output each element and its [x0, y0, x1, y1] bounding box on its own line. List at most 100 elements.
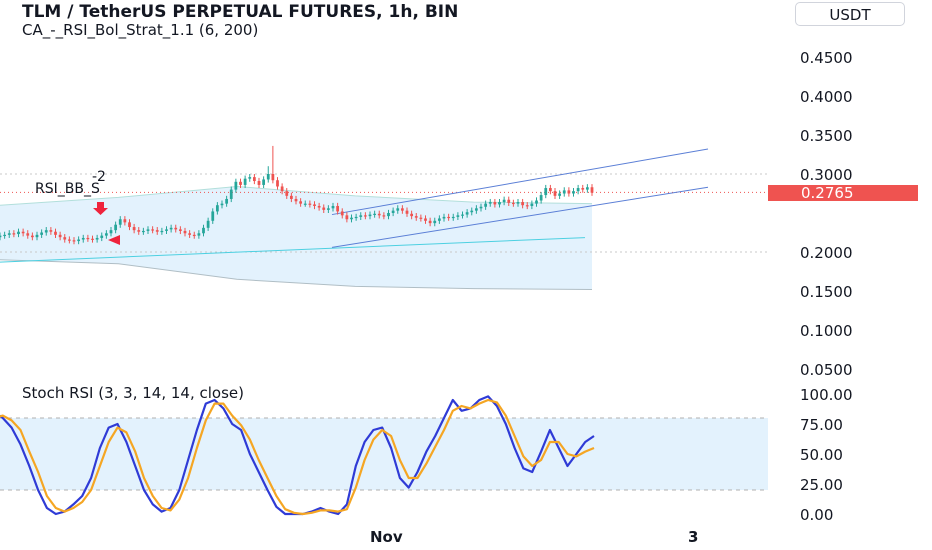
candle-body — [280, 186, 284, 192]
price-tick-0.10: 0.1000 — [800, 322, 853, 340]
candle-body — [507, 199, 511, 203]
candle-body — [17, 231, 20, 235]
candle-body — [67, 239, 71, 241]
candle-body — [572, 191, 575, 194]
candle-body — [114, 224, 118, 231]
candle-body — [331, 205, 335, 209]
bollinger-band-fill — [0, 186, 592, 290]
candle-body — [428, 220, 432, 224]
signal-name-label: RSI_BB_S — [35, 181, 100, 197]
candle-body — [81, 237, 85, 240]
candle-body — [178, 229, 182, 231]
bollinger-basis-line — [0, 237, 586, 263]
candle-body — [539, 195, 543, 201]
signal-triangle-icon — [108, 235, 120, 245]
candle-body — [146, 229, 150, 231]
candle-body — [63, 237, 67, 240]
candle-body — [317, 205, 321, 208]
candle-body — [35, 234, 39, 238]
candle-body — [590, 187, 594, 193]
candle-body — [197, 233, 201, 236]
candle-body — [137, 230, 141, 232]
candle-body — [405, 210, 409, 214]
candle-body — [262, 179, 266, 185]
candle-body — [493, 202, 497, 205]
candle-body — [535, 200, 538, 204]
candle-body — [211, 211, 215, 221]
candle-body — [169, 227, 173, 230]
candle-body — [285, 191, 289, 196]
candle-body — [419, 217, 423, 219]
candle-body — [192, 234, 196, 237]
candle-body — [303, 203, 307, 205]
candle-body — [104, 233, 108, 236]
candle-body — [465, 212, 469, 215]
current-price-badge: 0.2765 — [768, 185, 918, 201]
candle-body — [206, 220, 210, 228]
stoch-tick-75: 75.00 — [800, 416, 843, 434]
candle-body — [248, 177, 252, 179]
candle-body — [58, 234, 62, 238]
price-tick-0.15: 0.1500 — [800, 283, 853, 301]
candle-body — [511, 202, 515, 205]
candle-body — [257, 181, 261, 185]
candle-body — [400, 208, 404, 211]
stoch-tick-0: 0.00 — [800, 506, 834, 524]
candle-body — [516, 202, 520, 204]
candle-body — [368, 214, 372, 217]
candle-body — [479, 206, 483, 209]
candle-body — [109, 230, 113, 234]
candle-body — [581, 188, 585, 190]
price-pane — [0, 145, 768, 290]
candle-body — [7, 233, 11, 235]
candle-body — [521, 202, 525, 206]
candle-body — [437, 218, 441, 221]
currency-button[interactable]: USDT — [795, 2, 905, 26]
candle-body — [391, 210, 395, 213]
candle-body — [544, 188, 548, 196]
candle-body — [54, 231, 57, 235]
candle-body — [72, 240, 76, 242]
candle-body — [183, 230, 187, 234]
candle-body — [373, 213, 377, 215]
candle-body — [141, 230, 145, 233]
time-label-nov: Nov — [370, 528, 403, 546]
stoch-k-line — [0, 395, 595, 516]
stoch-d-line — [0, 398, 595, 516]
stoch-tick-25: 25.00 — [800, 476, 843, 494]
candle-body — [442, 216, 446, 219]
candle-body — [202, 227, 205, 234]
candle-body — [424, 218, 427, 221]
indicator-label: CA_-_RSI_Bol_Strat_1.1 (6, 200) — [22, 21, 259, 39]
stoch-tick-100: 100.00 — [800, 386, 853, 404]
candle-body — [502, 199, 506, 203]
candle-body — [548, 188, 552, 192]
candle-body — [12, 233, 16, 235]
candle-body — [91, 238, 94, 240]
candle-body — [326, 208, 330, 210]
candle-body — [345, 215, 349, 220]
candle-body — [123, 219, 127, 223]
bollinger-lower-line — [0, 259, 593, 290]
channel-lower-line — [331, 186, 709, 248]
candle-body — [354, 216, 358, 219]
candle-body — [558, 193, 562, 196]
price-tick-0.30: 0.3000 — [800, 166, 853, 184]
candle-body — [165, 229, 168, 231]
candle-body — [294, 198, 298, 202]
candle-body — [132, 227, 136, 231]
candle-body — [86, 237, 90, 240]
candle-body — [433, 220, 437, 224]
candle-body — [308, 203, 312, 205]
candle-body — [562, 190, 566, 194]
candle-body — [77, 239, 81, 242]
price-tick-0.05: 0.0500 — [800, 361, 853, 379]
candle-body — [155, 230, 159, 232]
candle-body — [26, 233, 30, 236]
candle-body — [410, 213, 414, 217]
candle-body — [30, 235, 34, 238]
time-label-3: 3 — [688, 528, 699, 546]
candle-body — [225, 198, 229, 204]
signal-value-label: -2 — [92, 169, 106, 185]
